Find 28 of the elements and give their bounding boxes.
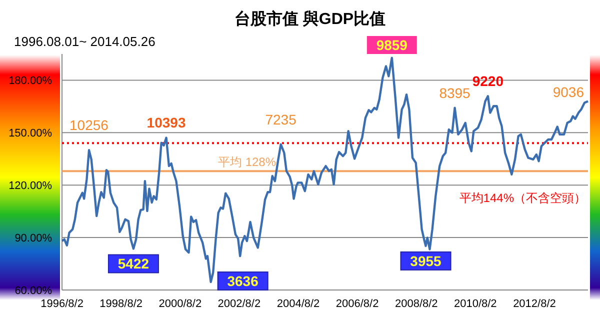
y-tick-label: 180.00% xyxy=(8,75,52,88)
annotation: 10256 xyxy=(70,117,109,134)
annotation: 9036 xyxy=(552,84,584,100)
annotation: 7235 xyxy=(265,111,297,128)
x-tick-label: 2012/8/2 xyxy=(513,298,556,310)
ref-line-label: 平均144%（不含空頭） xyxy=(459,191,586,205)
y-tick-label: 150.00% xyxy=(8,128,52,140)
chart-subtitle: 1996.08.01~ 2014.05.26 xyxy=(14,34,156,49)
annotation: 3955 xyxy=(410,252,442,269)
annotation: 3636 xyxy=(227,273,259,289)
ref-line-label: 平均 128% xyxy=(218,155,276,170)
x-tick-label: 2000/8/2 xyxy=(158,298,202,310)
y-tick-label: 60.00% xyxy=(14,284,52,297)
annotation: 8395 xyxy=(439,84,471,101)
annotation: 5422 xyxy=(118,256,150,272)
annotation: 9220 xyxy=(472,73,504,90)
x-tick-label: 2010/8/2 xyxy=(454,298,497,310)
x-tick-label: 2004/8/2 xyxy=(276,298,320,310)
y-tick-label: 90.00% xyxy=(14,232,52,244)
x-tick-label: 1996/8/2 xyxy=(40,298,84,310)
x-tick-label: 2002/8/2 xyxy=(218,298,261,310)
x-tick-label: 1998/8/2 xyxy=(100,298,143,310)
annotation: 9859 xyxy=(376,37,408,53)
y-tick-label: 120.00% xyxy=(8,180,52,192)
annotation: 10393 xyxy=(146,114,186,131)
chart-title: 台股市值 與GDP比值 xyxy=(234,10,386,28)
x-tick-label: 2006/8/2 xyxy=(336,298,379,310)
x-tick-label: 2008/8/2 xyxy=(394,298,438,310)
